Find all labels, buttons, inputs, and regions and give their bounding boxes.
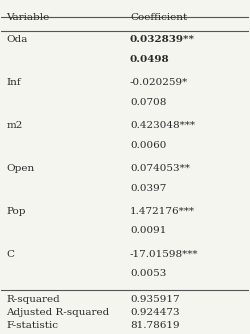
Text: 0.935917: 0.935917 (130, 295, 180, 304)
Text: 0.0091: 0.0091 (130, 226, 166, 235)
Text: Coefficient: Coefficient (130, 13, 187, 22)
Text: 0.924473: 0.924473 (130, 308, 180, 317)
Text: m2: m2 (6, 121, 23, 130)
Text: 81.78619: 81.78619 (130, 321, 180, 330)
Text: 0.0708: 0.0708 (130, 98, 166, 107)
Text: 0.0060: 0.0060 (130, 141, 166, 150)
Text: Oda: Oda (6, 35, 28, 44)
Text: 0.0397: 0.0397 (130, 184, 166, 193)
Text: 0.032839**: 0.032839** (130, 35, 195, 44)
Text: Open: Open (6, 164, 34, 173)
Text: 0.0498: 0.0498 (130, 55, 170, 64)
Text: R-squared: R-squared (6, 295, 60, 304)
Text: 0.0053: 0.0053 (130, 269, 166, 278)
Text: 1.472176***: 1.472176*** (130, 207, 195, 216)
Text: F-statistic: F-statistic (6, 321, 58, 330)
Text: Pop: Pop (6, 207, 26, 216)
Text: Inf: Inf (6, 78, 21, 87)
Text: -17.01598***: -17.01598*** (130, 249, 198, 259)
Text: -0.020259*: -0.020259* (130, 78, 188, 87)
Text: Variable: Variable (6, 13, 50, 22)
Text: 0.074053**: 0.074053** (130, 164, 190, 173)
Text: 0.423048***: 0.423048*** (130, 121, 195, 130)
Text: Adjusted R-squared: Adjusted R-squared (6, 308, 110, 317)
Text: C: C (6, 249, 14, 259)
